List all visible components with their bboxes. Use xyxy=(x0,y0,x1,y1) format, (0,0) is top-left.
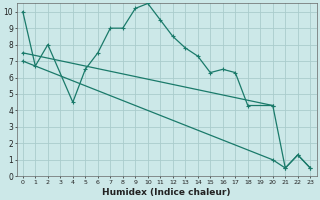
X-axis label: Humidex (Indice chaleur): Humidex (Indice chaleur) xyxy=(102,188,231,197)
